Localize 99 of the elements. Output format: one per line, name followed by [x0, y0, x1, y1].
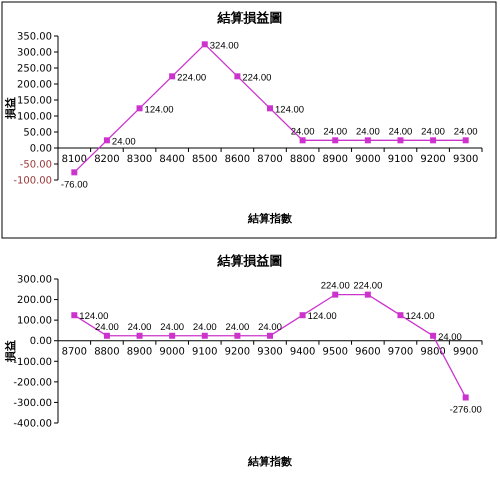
y-tick-label: 150.00 [17, 96, 52, 106]
y-axis-title: 損益 [4, 340, 17, 363]
point [332, 292, 338, 298]
x-tick-label: 9600 [355, 346, 381, 358]
point [267, 105, 273, 112]
data-label: 24.00 [421, 126, 445, 138]
point [202, 332, 208, 339]
point [300, 312, 306, 318]
point [169, 332, 176, 339]
data-label: 224.00 [353, 280, 382, 292]
point [430, 332, 436, 339]
x-tick-label: 9200 [420, 154, 446, 165]
x-tick-label: 9200 [224, 346, 250, 358]
point [332, 137, 338, 144]
data-label: 24.00 [323, 126, 348, 138]
point [364, 137, 371, 144]
y-tick-label: 100.00 [17, 112, 52, 122]
point [71, 312, 78, 318]
y-tick-label: -50.00 [20, 160, 52, 170]
data-label: 24.00 [454, 126, 478, 138]
y-tick-label: 0.00 [30, 336, 52, 348]
x-tick-label: 9100 [388, 154, 414, 165]
point [397, 137, 404, 144]
y-tick-label: 350.00 [17, 32, 52, 42]
x-tick-label: 8800 [290, 154, 316, 165]
point [136, 332, 143, 339]
y-tick-label: -300.00 [13, 398, 52, 409]
x-tick-label: 9000 [159, 346, 185, 358]
point [234, 332, 240, 339]
point [136, 105, 143, 112]
y-tick-label: 50.00 [23, 128, 52, 138]
x-tick-label: 9700 [388, 346, 414, 358]
point [71, 169, 78, 176]
x-tick-label: 8400 [159, 154, 185, 165]
x-tick-label: 8700 [62, 346, 88, 358]
point [397, 312, 404, 318]
data-label: 224.00 [242, 72, 272, 84]
data-label: 24.00 [128, 322, 152, 333]
data-label: 24.00 [438, 332, 462, 343]
x-tick-label: 9300 [257, 346, 283, 358]
x-axis-title: 結算指數 [247, 455, 293, 468]
x-tick-label: 8900 [126, 346, 152, 358]
x-tick-label: 9100 [192, 346, 218, 358]
y-tick-label: 200.00 [17, 80, 52, 90]
y-axis-title: 損益 [4, 97, 17, 120]
x-tick-label: 9900 [452, 346, 478, 358]
y-tick-label: 100.00 [17, 316, 52, 327]
point [462, 394, 469, 400]
point [104, 332, 110, 339]
y-tick-label: 250.00 [17, 64, 52, 74]
y-tick-label: 300.00 [17, 274, 52, 286]
data-label: 224.00 [177, 72, 206, 84]
data-label: 24.00 [258, 322, 282, 333]
y-tick-label: 0.00 [30, 144, 52, 154]
y-tick-label: 300.00 [17, 48, 52, 58]
data-label: -76.00 [60, 179, 88, 190]
y-tick-label: -200.00 [13, 377, 52, 388]
chart-title: 結算損益圖 [216, 11, 282, 26]
data-label: 24.00 [388, 126, 412, 138]
x-axis-title: 結算指數 [247, 212, 293, 225]
x-tick-label: 9400 [290, 346, 316, 358]
data-label: 324.00 [210, 40, 239, 52]
point [169, 73, 176, 80]
data-label: 24.00 [356, 126, 380, 138]
x-tick-label: 9000 [355, 154, 381, 165]
y-tick-label: -100.00 [13, 176, 52, 186]
x-tick-label: 8100 [62, 154, 88, 165]
point [267, 332, 273, 339]
point [430, 137, 436, 144]
data-label: 24.00 [112, 136, 136, 148]
x-tick-label: 8800 [94, 346, 120, 358]
data-label: -276.00 [450, 404, 482, 416]
x-tick-label: 8600 [224, 154, 250, 165]
x-tick-label: 9300 [452, 154, 478, 165]
point [300, 137, 306, 144]
y-tick-label: 200.00 [17, 295, 52, 306]
data-label: 124.00 [308, 311, 337, 322]
data-label: 24.00 [192, 322, 217, 333]
point [234, 73, 240, 80]
data-label: 124.00 [144, 104, 174, 116]
x-tick-label: 8300 [126, 154, 152, 165]
data-label: 24.00 [95, 322, 119, 333]
data-label: 124.00 [275, 104, 304, 116]
point [462, 137, 469, 144]
x-tick-label: 8700 [257, 154, 283, 165]
x-tick-label: 8900 [322, 154, 348, 165]
data-label: 224.00 [320, 280, 350, 292]
y-tick-label: -400.00 [13, 418, 52, 430]
chart-title: 結算損益圖 [216, 254, 282, 269]
data-label: 24.00 [225, 322, 250, 333]
data-label: 24.00 [160, 322, 184, 333]
data-label: 124.00 [79, 311, 108, 322]
point [364, 292, 371, 298]
x-tick-label: 8200 [94, 154, 120, 165]
data-label: 124.00 [405, 311, 435, 322]
x-tick-label: 8500 [192, 154, 218, 165]
point [104, 137, 110, 144]
x-tick-label: 9500 [322, 346, 348, 358]
point [202, 41, 208, 48]
